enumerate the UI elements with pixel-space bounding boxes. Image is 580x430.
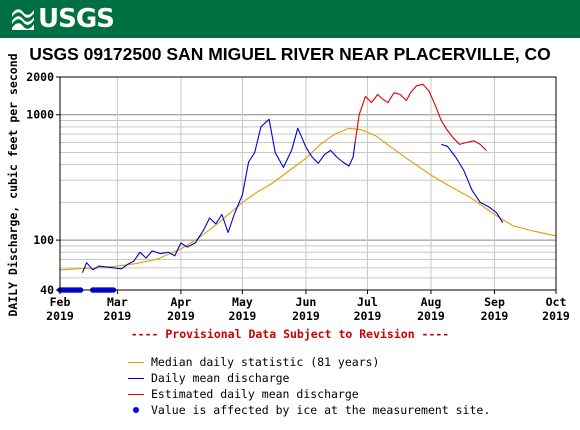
- x-tick-year: 2019: [104, 309, 132, 323]
- y-tick-label: 40: [40, 283, 54, 297]
- x-tick-year: 2019: [417, 309, 445, 323]
- usgs-header: USGS: [0, 0, 580, 38]
- plot-frame: [59, 76, 557, 291]
- y-tick-label: 100: [33, 233, 54, 247]
- usgs-logo: USGS: [10, 4, 115, 34]
- x-tick-month: Oct: [546, 295, 567, 309]
- legend-dot-ice: [133, 407, 139, 413]
- legend-label-median: Median daily statistic (81 years): [151, 355, 380, 369]
- x-tick-year: 2019: [167, 309, 195, 323]
- series-layer: [57, 83, 557, 293]
- x-tick-year: 2019: [292, 309, 320, 323]
- daily-mean-series-line: [81, 118, 356, 273]
- y-axis-label: DAILY Discharge, cubic feet per second: [6, 53, 20, 316]
- legend-swatch-estimated: [128, 393, 144, 395]
- legend-item-estimated: Estimated daily mean discharge: [128, 386, 490, 402]
- legend-swatch-median: [128, 361, 144, 363]
- x-tick-year: 2019: [354, 309, 382, 323]
- usgs-wave-icon: [12, 9, 34, 30]
- y-tick-label: 2000: [26, 70, 54, 84]
- y-axis-ticks: 40 100 1000 2000: [26, 70, 60, 297]
- legend-label-daily-mean: Daily mean discharge: [151, 371, 290, 385]
- x-tick-year: 2019: [229, 309, 257, 323]
- grid: [59, 76, 557, 291]
- x-tick-month: Feb: [50, 295, 71, 309]
- x-tick-month: Mar: [107, 295, 128, 309]
- x-axis-ticks: Feb2019Mar2019Apr2019May2019Jun2019Jul20…: [46, 290, 570, 323]
- x-tick-year: 2019: [542, 309, 570, 323]
- legend: Median daily statistic (81 years) Daily …: [128, 354, 490, 418]
- legend-item-ice: Value is affected by ice at the measurem…: [128, 402, 490, 418]
- estimated-series-line: [354, 83, 487, 151]
- x-tick-year: 2019: [46, 309, 74, 323]
- legend-item-median: Median daily statistic (81 years): [128, 354, 490, 370]
- y-tick-label: 1000: [26, 108, 54, 122]
- daily-mean-series-line-late: [441, 143, 504, 223]
- provisional-note: ---- Provisional Data Subject to Revisio…: [130, 327, 450, 341]
- legend-label-ice: Value is affected by ice at the measurem…: [151, 403, 491, 417]
- x-tick-month: Sep: [484, 295, 505, 309]
- chart-title: USGS 09172500 SAN MIGUEL RIVER NEAR PLAC…: [29, 44, 551, 64]
- x-tick-year: 2019: [481, 309, 509, 323]
- legend-swatch-daily-mean: [128, 377, 144, 379]
- x-tick-month: Apr: [171, 295, 192, 309]
- legend-label-estimated: Estimated daily mean discharge: [151, 387, 359, 401]
- x-tick-month: Jun: [296, 295, 317, 309]
- x-tick-month: Aug: [421, 295, 442, 309]
- x-tick-month: Jul: [357, 295, 378, 309]
- legend-item-daily-mean: Daily mean discharge: [128, 370, 490, 386]
- x-tick-month: May: [232, 295, 253, 309]
- usgs-logo-text: USGS: [38, 4, 115, 34]
- median-series-line: [59, 127, 557, 271]
